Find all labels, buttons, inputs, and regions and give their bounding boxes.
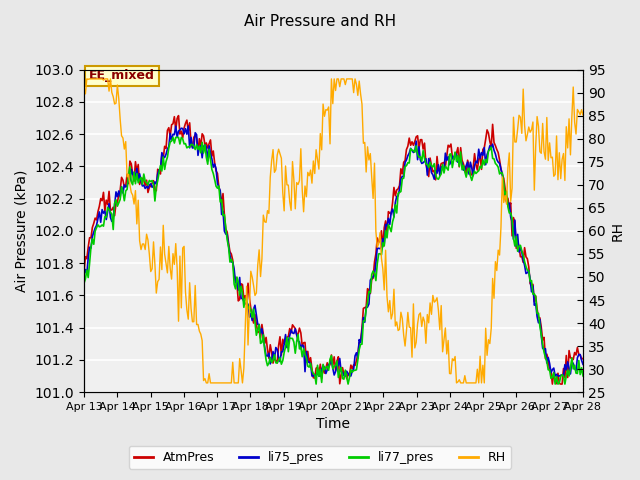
Text: Air Pressure and RH: Air Pressure and RH xyxy=(244,14,396,29)
X-axis label: Time: Time xyxy=(317,418,351,432)
Text: EE_mixed: EE_mixed xyxy=(89,70,155,83)
Y-axis label: Air Pressure (kPa): Air Pressure (kPa) xyxy=(15,170,29,292)
Legend: AtmPres, li75_pres, li77_pres, RH: AtmPres, li75_pres, li77_pres, RH xyxy=(129,446,511,469)
Y-axis label: RH: RH xyxy=(611,221,625,241)
